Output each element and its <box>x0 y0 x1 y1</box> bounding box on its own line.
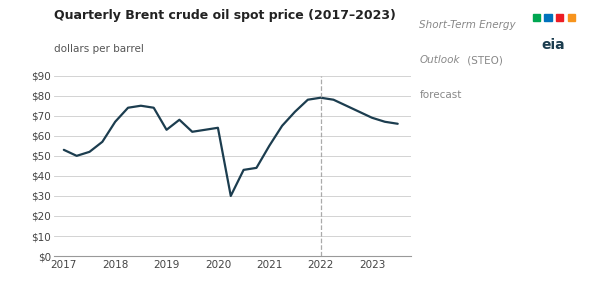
Text: dollars per barrel: dollars per barrel <box>54 44 143 54</box>
FancyArrow shape <box>556 14 563 22</box>
Text: Outlook: Outlook <box>419 55 460 65</box>
FancyArrow shape <box>533 14 540 22</box>
Text: Quarterly Brent crude oil spot price (2017–2023): Quarterly Brent crude oil spot price (20… <box>54 9 396 22</box>
FancyArrow shape <box>544 14 552 22</box>
Text: Short-Term Energy: Short-Term Energy <box>419 20 516 30</box>
Text: (STEO): (STEO) <box>464 55 503 65</box>
FancyArrow shape <box>568 14 575 22</box>
Text: forecast: forecast <box>419 90 462 100</box>
Text: eia: eia <box>541 38 565 52</box>
